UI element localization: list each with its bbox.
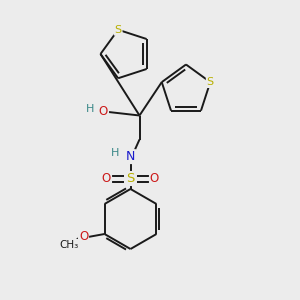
Text: O: O (102, 172, 111, 185)
Text: S: S (115, 25, 122, 35)
Text: N: N (126, 150, 135, 163)
Text: H: H (111, 148, 120, 158)
Text: H: H (86, 104, 94, 115)
Text: CH₃: CH₃ (59, 239, 78, 250)
Text: O: O (99, 105, 108, 118)
Text: O: O (150, 172, 159, 185)
Text: S: S (126, 172, 135, 185)
Text: S: S (207, 77, 214, 87)
Text: O: O (79, 230, 88, 244)
